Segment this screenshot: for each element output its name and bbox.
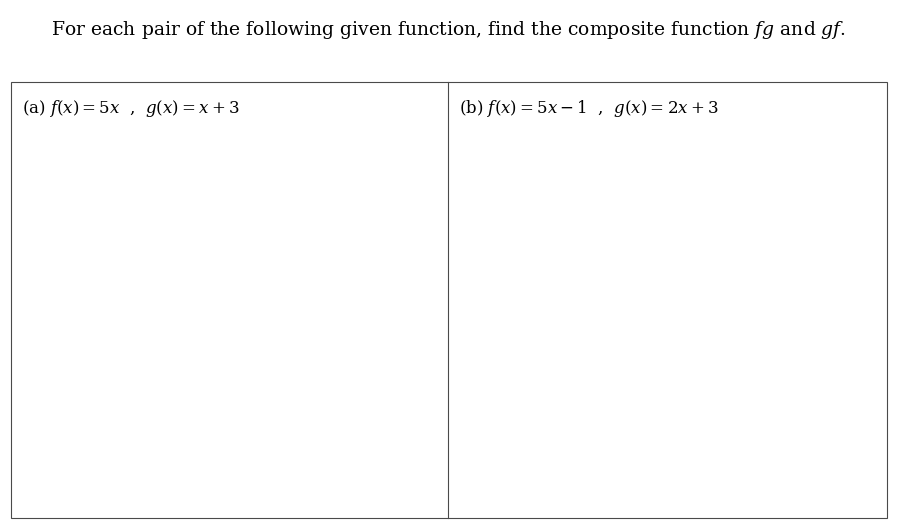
Text: For each pair of the following given function, find the composite function $fg$ : For each pair of the following given fun… — [51, 19, 847, 41]
Bar — [11, 82, 887, 518]
Text: (a) $f(x) = 5x$  ,  $g(x) = x + 3$: (a) $f(x) = 5x$ , $g(x) = x + 3$ — [22, 98, 239, 119]
Text: (b) $f(x) = 5x - 1$  ,  $g(x) = 2x + 3$: (b) $f(x) = 5x - 1$ , $g(x) = 2x + 3$ — [459, 98, 718, 119]
